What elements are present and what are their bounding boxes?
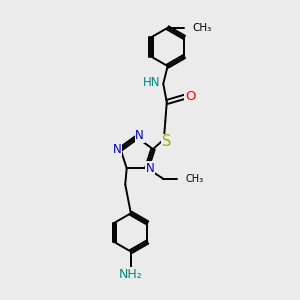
Text: NH₂: NH₂ [119, 268, 143, 281]
Text: N: N [146, 162, 155, 175]
Text: O: O [185, 90, 196, 103]
Text: S: S [161, 134, 171, 149]
Text: HN: HN [143, 76, 161, 89]
Text: CH₃: CH₃ [185, 173, 203, 184]
Text: N: N [112, 142, 121, 156]
Text: CH₃: CH₃ [192, 23, 212, 33]
Text: N: N [135, 129, 144, 142]
